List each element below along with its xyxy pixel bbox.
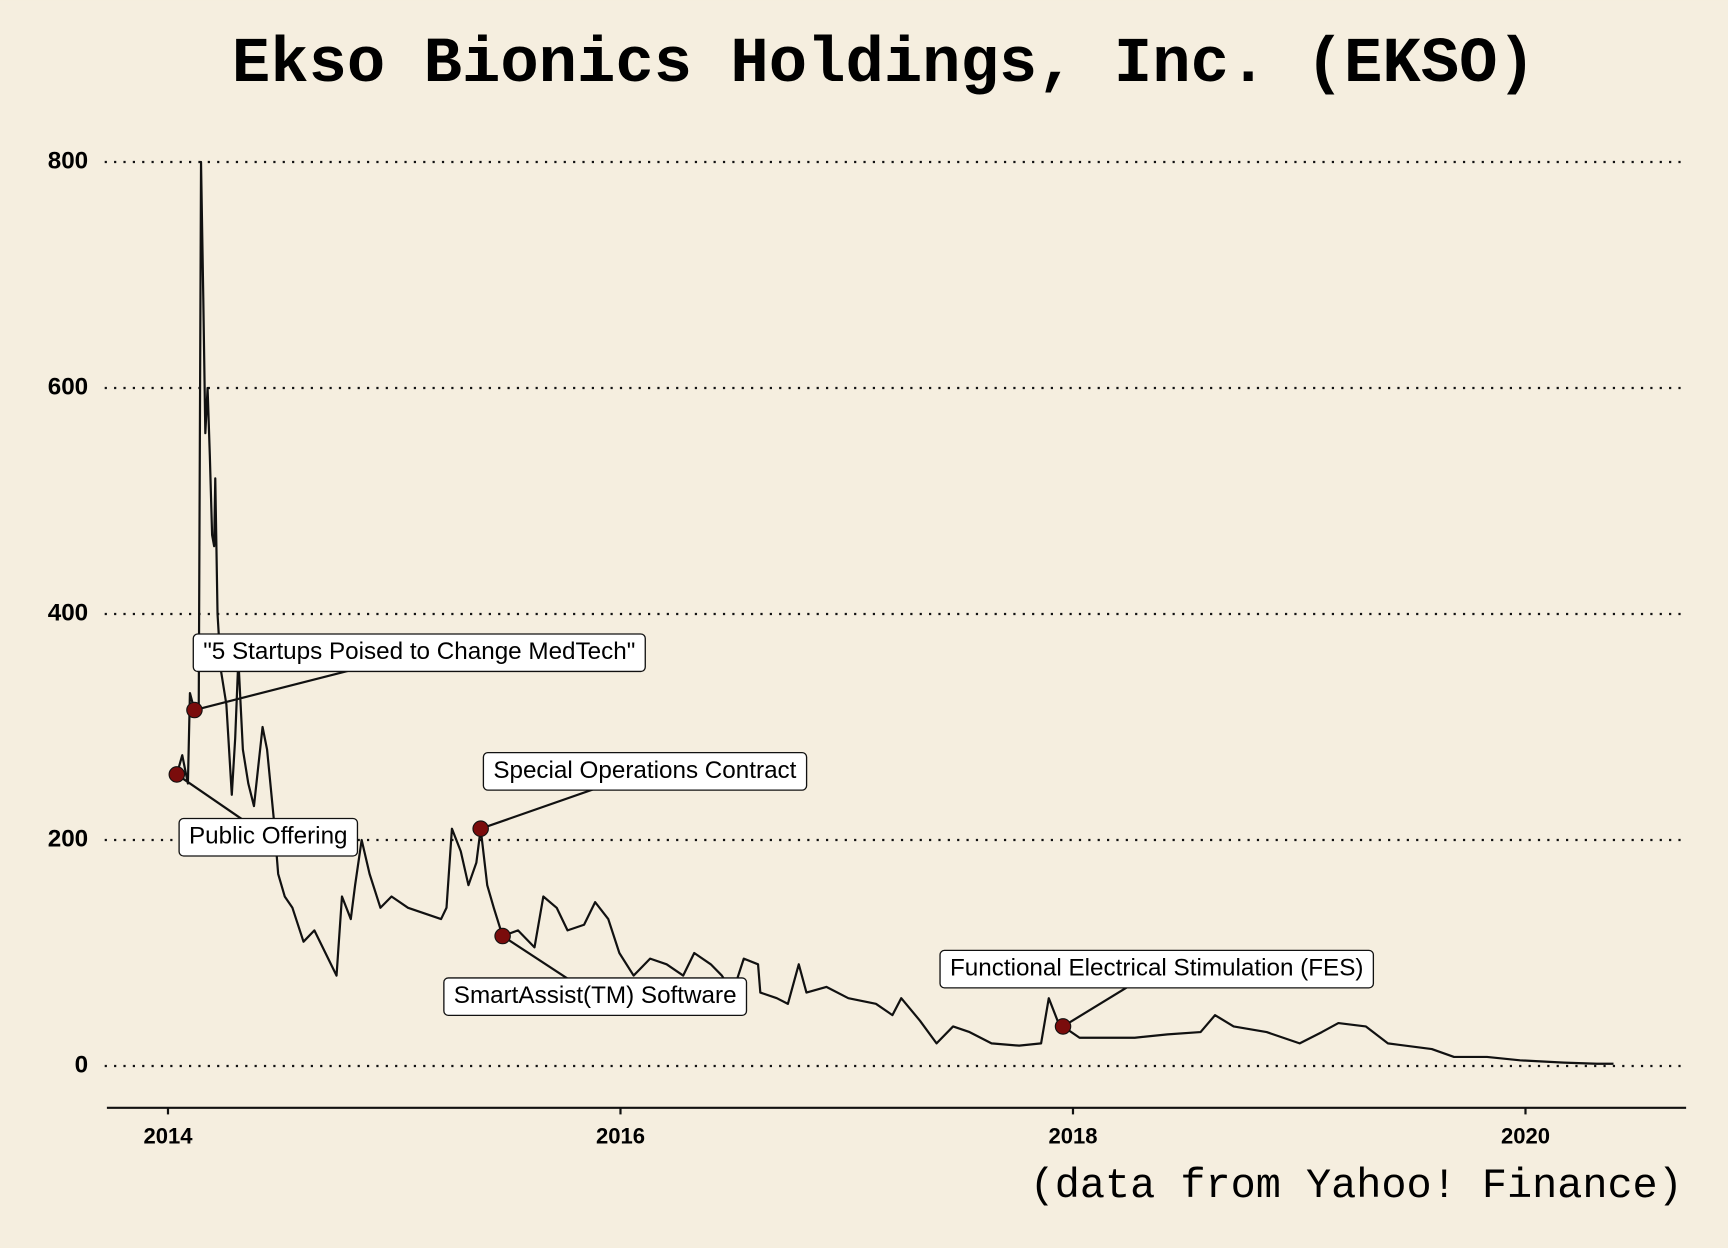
annotation-label: Functional Electrical Stimulation (FES) (939, 949, 1375, 989)
annotation-box (482, 751, 808, 791)
annotations: Public Offering "5 Startups Poised to Cha… (168, 633, 1375, 1035)
annotation-text: Special Operations Contract (493, 757, 796, 784)
x-tick-label: 2020 (1501, 1123, 1550, 1148)
grid: 0 200 400 600 800 2014 2016 2018 2020 (48, 147, 1687, 1148)
annotation-point (472, 820, 489, 837)
plot-area (175, 160, 1614, 1065)
annotation-text: Functional Electrical Stimulation (FES) (950, 955, 1363, 982)
annotation-label: Public Offering (178, 817, 359, 857)
annotation-point (494, 927, 511, 945)
y-tick-label: 200 (48, 825, 88, 852)
price-line (175, 160, 1614, 1065)
y-tick-label: 800 (48, 147, 88, 174)
annotation-point (186, 701, 203, 719)
annotation-label: SmartAssist(TM) Software (443, 977, 748, 1017)
annotation-box (939, 949, 1375, 989)
annotation-point (168, 766, 186, 783)
annotation-box (192, 633, 646, 673)
x-tick-label: 2014 (143, 1123, 193, 1148)
annotation-box (178, 817, 359, 857)
x-tick-label: 2018 (1048, 1123, 1097, 1148)
annotation-label: Special Operations Contract (482, 751, 808, 791)
annotation-text: Public Offering (189, 823, 348, 850)
source-note: (data from Yahoo! Finance) (1030, 1162, 1683, 1210)
x-tick-label: 2016 (596, 1123, 645, 1148)
annotation-box (443, 977, 748, 1017)
annotation-label: "5 Startups Poised to Change MedTech" (192, 633, 646, 673)
y-tick-label: 400 (48, 599, 88, 626)
y-tick-label: 600 (48, 373, 88, 400)
annotation-point (1054, 1018, 1072, 1035)
annotation-text: SmartAssist(TM) Software (454, 982, 737, 1009)
chart-title: Ekso Bionics Holdings, Inc. (EKSO) (232, 29, 1536, 101)
annotation-text: "5 Startups Poised to Change MedTech" (203, 638, 635, 665)
y-tick-label: 0 (75, 1051, 88, 1078)
